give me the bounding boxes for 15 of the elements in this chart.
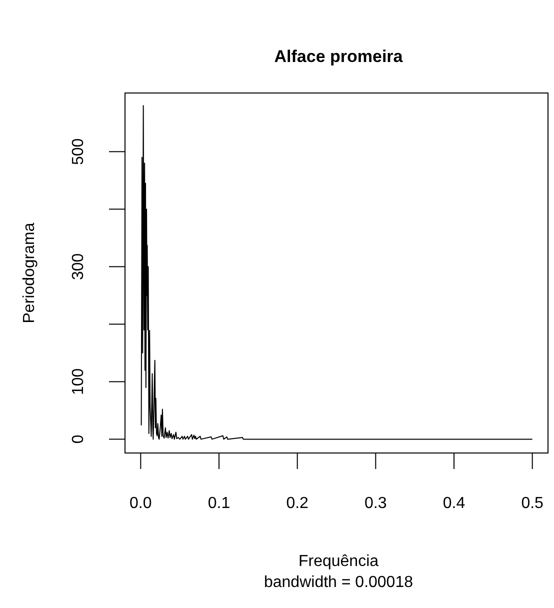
x-tick-label: 0.4 <box>442 495 466 512</box>
y-tick-label: 0 <box>70 434 87 444</box>
x-tick-label: 0.0 <box>130 495 152 512</box>
line-series <box>140 105 533 440</box>
x-tick-label: 0.5 <box>521 495 544 512</box>
x-axis-title: Frequência <box>298 553 379 570</box>
text: bandwidth = 0.00018 <box>264 574 414 591</box>
y-tick-label: 500 <box>70 138 87 166</box>
y-axis-title: Periodograma <box>21 222 38 324</box>
x-tick-label: 0.3 <box>364 495 387 512</box>
chart-title: Alface promeira <box>274 47 404 66</box>
x-tick-label: 0.1 <box>208 495 230 512</box>
y-tick-label: 300 <box>70 253 87 280</box>
x-tick-label: 0.2 <box>286 495 309 512</box>
y-tick-label: 100 <box>70 368 87 396</box>
